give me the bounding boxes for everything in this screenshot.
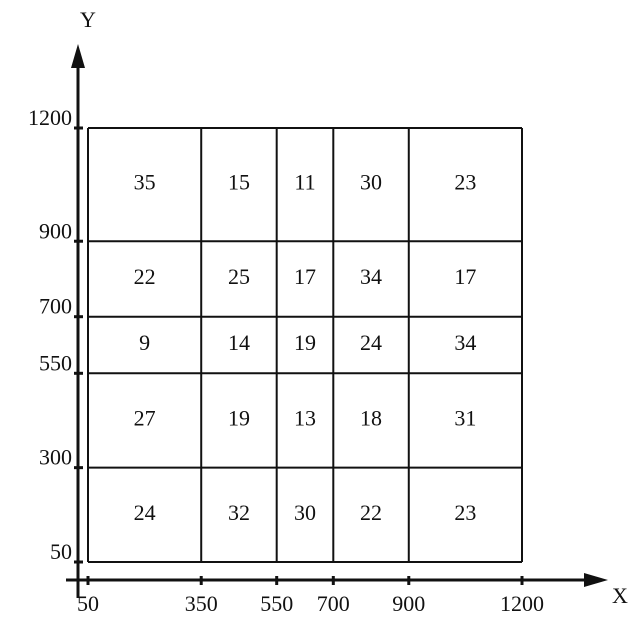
x-tick-label: 700	[317, 591, 350, 616]
y-tick-label: 900	[39, 218, 72, 243]
cell-value: 19	[228, 406, 250, 431]
y-tick-label: 1200	[28, 105, 72, 130]
y-tick-label: 50	[50, 539, 72, 564]
cell-value: 34	[454, 330, 476, 355]
cell-value: 32	[228, 500, 250, 525]
cell-value: 15	[228, 170, 250, 195]
cell-value: 13	[294, 406, 316, 431]
y-axis-label: Y	[80, 7, 96, 32]
cell-value: 34	[360, 264, 382, 289]
cell-value: 25	[228, 264, 250, 289]
cell-value: 24	[360, 330, 382, 355]
y-tick-label: 550	[39, 350, 72, 375]
y-tick-label: 700	[39, 294, 72, 319]
y-tick-label: 300	[39, 445, 72, 470]
cell-value: 24	[134, 500, 156, 525]
cell-value: 9	[139, 330, 150, 355]
cell-value: 30	[360, 170, 382, 195]
cell-value: 11	[294, 170, 315, 195]
cell-value: 17	[454, 264, 476, 289]
cell-value: 35	[134, 170, 156, 195]
cell-value: 22	[360, 500, 382, 525]
x-tick-label: 550	[260, 591, 293, 616]
cell-value: 18	[360, 406, 382, 431]
x-tick-label: 350	[185, 591, 218, 616]
y-arrow	[71, 44, 85, 68]
x-arrow	[584, 573, 608, 587]
cell-value: 14	[228, 330, 250, 355]
x-tick-label: 900	[392, 591, 425, 616]
cell-value: 17	[294, 264, 316, 289]
x-tick-label: 1200	[500, 591, 544, 616]
x-axis-label: X	[612, 583, 628, 608]
cell-value: 19	[294, 330, 316, 355]
cell-value: 22	[134, 264, 156, 289]
cell-value: 23	[454, 170, 476, 195]
cell-value: 23	[454, 500, 476, 525]
x-tick-label: 50	[77, 591, 99, 616]
cell-value: 27	[134, 406, 156, 431]
cell-value: 30	[294, 500, 316, 525]
cell-value: 31	[454, 406, 476, 431]
